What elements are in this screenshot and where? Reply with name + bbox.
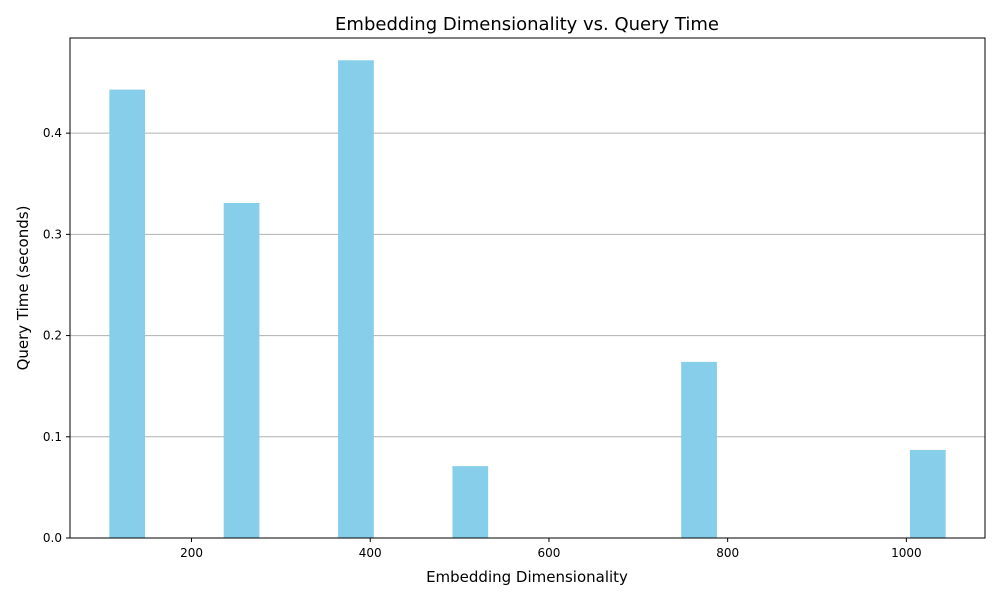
bar-384 bbox=[338, 60, 374, 538]
bar-128 bbox=[109, 89, 146, 538]
gridlines bbox=[70, 132, 985, 438]
bar-256 bbox=[223, 202, 260, 539]
x-tick-label-400: 400 bbox=[359, 546, 382, 560]
x-tick-label-800: 800 bbox=[716, 546, 739, 560]
chart-title: Embedding Dimensionality vs. Query Time bbox=[335, 14, 719, 35]
bar-1024 bbox=[909, 449, 946, 538]
y-tick-label-0: 0.0 bbox=[43, 531, 62, 545]
y-axis-ticks: 0.0 0.1 0.2 0.3 0.4 bbox=[43, 126, 70, 545]
y-tick-label-2: 0.2 bbox=[43, 329, 62, 343]
x-tick-label-600: 600 bbox=[537, 546, 560, 560]
bars bbox=[109, 60, 946, 539]
x-axis-title: Embedding Dimensionality bbox=[426, 568, 628, 586]
y-tick-label-1: 0.1 bbox=[43, 430, 62, 444]
x-tick-label-200: 200 bbox=[180, 546, 203, 560]
x-tick-label-1000: 1000 bbox=[891, 546, 922, 560]
y-axis-title: Query Time (seconds) bbox=[14, 206, 32, 371]
plot-frame bbox=[69, 37, 986, 539]
bar-768 bbox=[681, 361, 717, 538]
y-tick-label-3: 0.3 bbox=[43, 227, 62, 241]
x-axis-ticks: 200 400 600 800 1000 bbox=[180, 538, 922, 560]
bar-512 bbox=[452, 466, 489, 538]
y-tick-label-4: 0.4 bbox=[43, 126, 62, 140]
